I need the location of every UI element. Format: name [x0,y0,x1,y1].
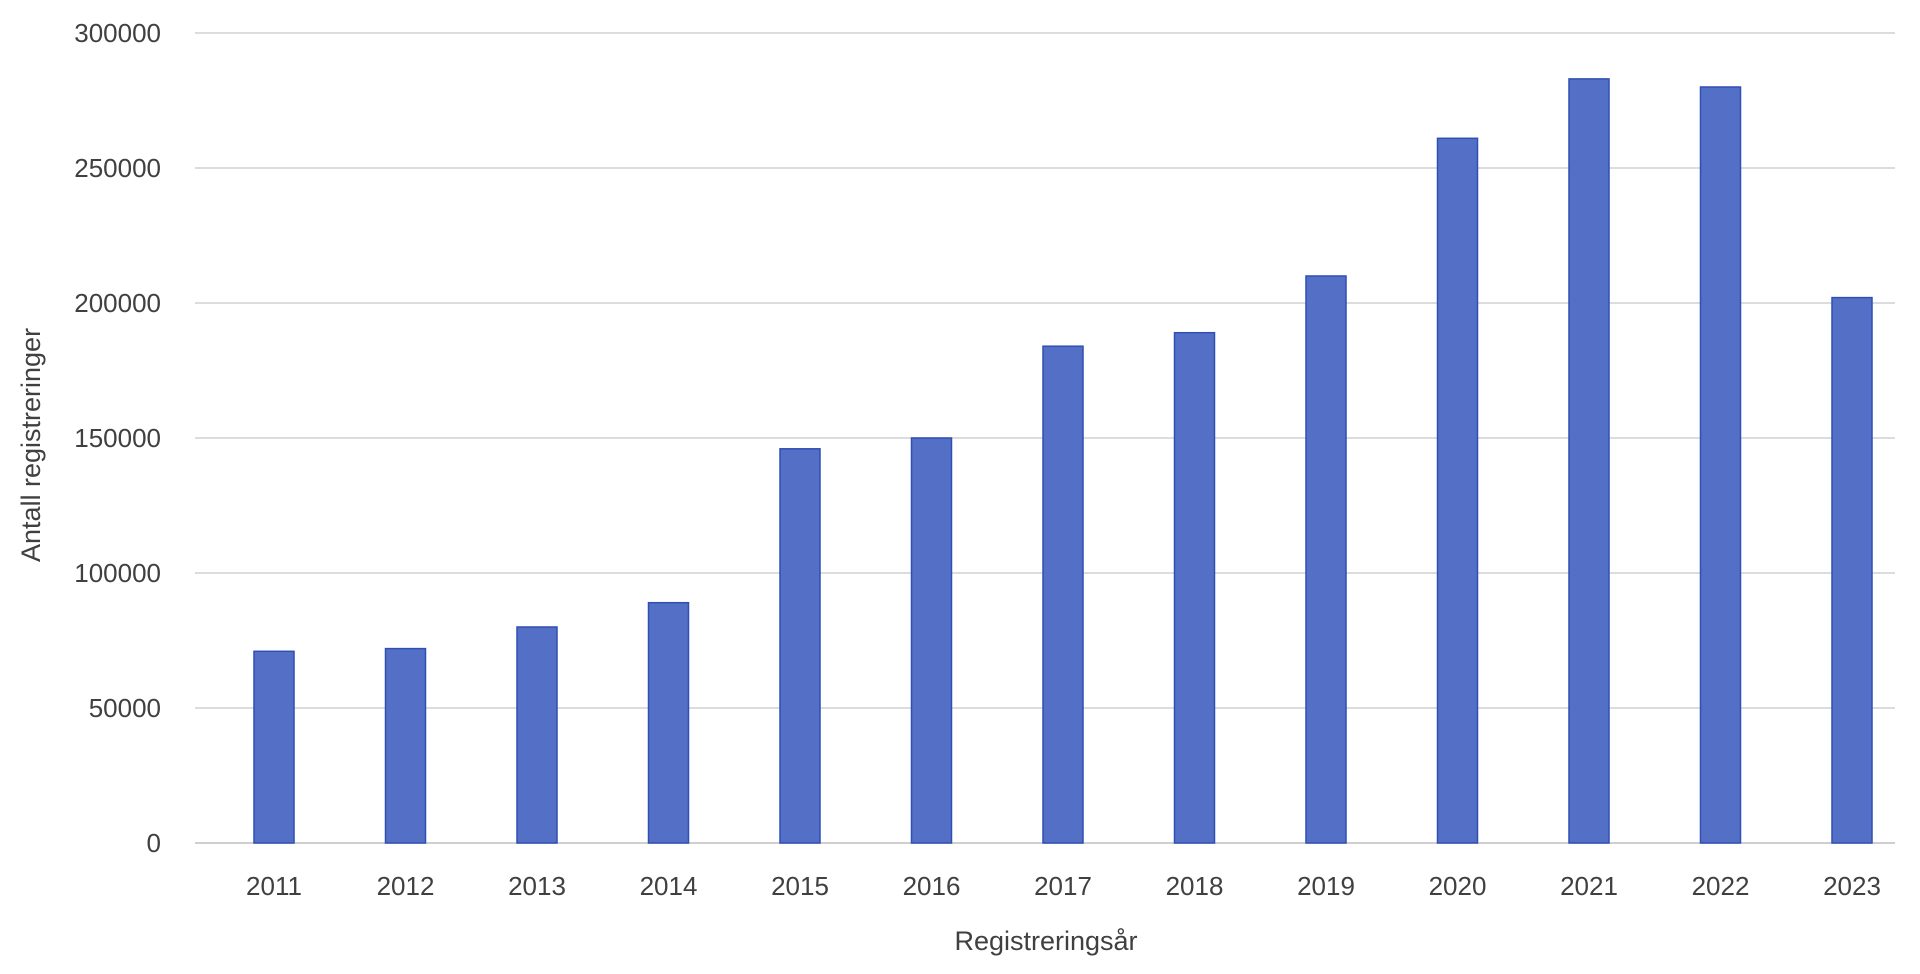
x-tick-label: 2015 [771,871,829,901]
y-tick-label: 250000 [74,153,161,183]
bar-2020 [1436,137,1479,844]
y-axis-ticks: 0 50000 100000 150000 200000 250000 300000 [74,18,161,858]
x-tick-label: 2014 [640,871,698,901]
bar-2021 [1568,78,1610,844]
bar-2012 [384,647,427,844]
x-tick-label: 2022 [1692,871,1750,901]
x-tick-label: 2018 [1166,871,1224,901]
bar-2013 [516,626,558,844]
y-tick-label: 200000 [74,288,161,318]
x-tick-label: 2012 [377,871,435,901]
bars [253,78,1873,844]
y-tick-label: 100000 [74,558,161,588]
x-tick-label: 2013 [508,871,566,901]
bar-2016 [910,437,953,844]
x-tick-label: 2019 [1297,871,1355,901]
x-tick-label: 2020 [1429,871,1487,901]
bar-2023 [1831,296,1873,844]
y-tick-label: 150000 [74,423,161,453]
bar-2022 [1699,86,1742,844]
x-tick-label: 2011 [246,871,302,901]
y-tick-label: 50000 [89,693,161,723]
x-axis-ticks: 2011 2012 2013 2014 2015 2016 2017 2018 2019 2020… [246,871,1881,901]
x-tick-label: 2021 [1560,871,1618,901]
x-tick-label: 2023 [1823,871,1881,901]
y-tick-label: 300000 [74,18,161,48]
bar-2014 [647,601,690,844]
x-tick-label: 2016 [903,871,961,901]
x-tick-label: 2017 [1034,871,1092,901]
bar-2019 [1305,275,1347,844]
bar-2017 [1042,345,1084,844]
y-axis-title: Antall registreringer [16,328,46,562]
y-tick-label: 0 [147,828,161,858]
bar-2015 [779,448,821,844]
x-axis-title: Registreringsår [954,926,1137,956]
bar-2018 [1173,331,1216,844]
bar-2011 [253,650,295,844]
